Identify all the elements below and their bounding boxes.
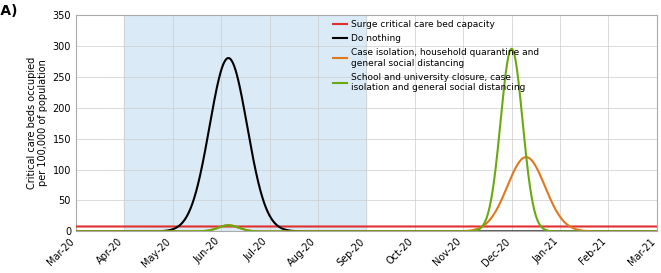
Legend: Surge critical care bed capacity, Do nothing, Case isolation, household quaranti: Surge critical care bed capacity, Do not… [330, 17, 542, 96]
Text: (A): (A) [0, 4, 18, 18]
Bar [124, 15, 366, 232]
Y-axis label: Critical care beds occupied
per 100,000 of population: Critical care beds occupied per 100,000 … [26, 57, 48, 189]
